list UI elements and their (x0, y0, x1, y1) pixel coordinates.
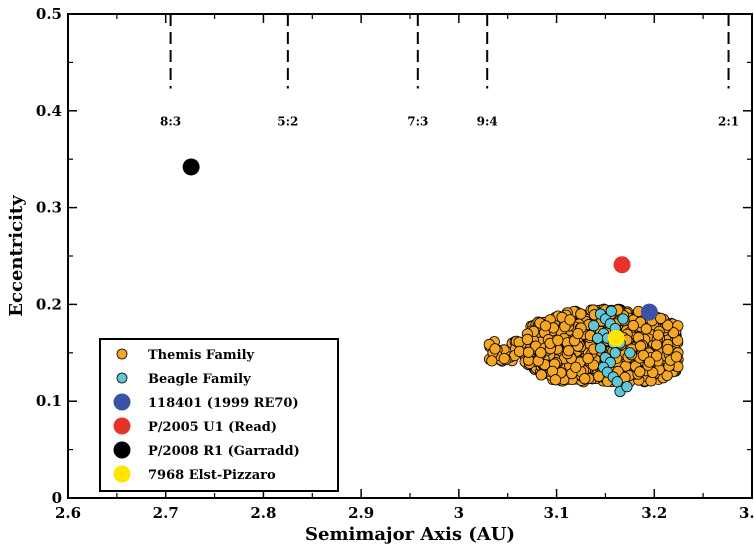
themis-family-point (582, 352, 594, 365)
point-p2008-r1 (182, 158, 200, 176)
themis-family-point (552, 334, 564, 346)
x-tick-label: 3.3 (739, 504, 754, 522)
themis-family-point (650, 350, 663, 362)
beagle-family-point (609, 347, 621, 359)
point-7968-elst-pizzaro (607, 329, 625, 347)
x-tick-label: 3.1 (544, 504, 570, 522)
x-tick-label: 2.8 (250, 504, 276, 522)
themis-family-point (640, 323, 652, 335)
resonance-label: 9:4 (477, 114, 498, 128)
beagle-family-point (617, 313, 629, 325)
legend-label: P/2005 U1 (Read) (148, 420, 277, 435)
legend-label: Themis Family (148, 348, 255, 363)
resonance-label: 2:1 (718, 114, 739, 128)
legend-label: Beagle Family (148, 372, 251, 387)
y-tick-label: 0.4 (36, 102, 62, 120)
legend-marker (113, 465, 131, 483)
beagle-family-point (588, 320, 600, 332)
y-tick-label: 0.5 (36, 5, 62, 23)
x-tick-label: 3.2 (641, 504, 667, 522)
x-tick-label: 2.6 (55, 504, 81, 522)
themis-family-point (521, 333, 534, 345)
beagle-family-point (605, 305, 617, 317)
y-tick-label: 0.3 (36, 199, 62, 217)
legend-marker (116, 348, 128, 360)
themis-family-point (627, 319, 639, 332)
themis-family-point (652, 329, 664, 341)
y-tick-label: 0.1 (36, 392, 62, 410)
x-tick-label: 2.9 (348, 504, 374, 522)
legend-label: 7968 Elst-Pizzaro (148, 468, 276, 483)
themis-family-point (655, 312, 667, 324)
axis-ticks: 2.6 2.7 2.8 2.9 3 3.1 3.2 3.3 0 0.1 0.2 0.3 0.4 0.5 (36, 5, 754, 522)
themis-family-point (535, 369, 547, 381)
themis-family-point (535, 346, 547, 359)
point-p2005-u1 (613, 256, 631, 274)
point-118401 (640, 303, 658, 321)
themis-family-point (667, 327, 680, 339)
themis-family-point (634, 366, 646, 378)
themis-family-point (579, 373, 591, 385)
themis-family-point (539, 320, 552, 332)
beagle-family-point (624, 347, 636, 359)
themis-family-point (670, 351, 683, 363)
themis-family-point (522, 346, 535, 358)
themis-family-point (634, 340, 647, 352)
themis-family-point (549, 374, 562, 386)
resonance-lines: 8:3 5:2 7:3 9:4 2:1 (160, 14, 739, 128)
legend-marker (113, 393, 131, 411)
x-axis-title: Semimajor Axis (AU) (305, 524, 515, 545)
beagle-family-point (592, 332, 604, 344)
themis-family-point (572, 327, 584, 340)
y-tick-label: 0.2 (36, 295, 62, 313)
legend-marker (116, 372, 128, 384)
legend-label: 118401 (1999 RE70) (148, 396, 299, 411)
themis-family-point (662, 319, 674, 331)
themis-family-point (489, 343, 501, 355)
data-points (182, 158, 684, 398)
themis-family-point (643, 356, 656, 368)
beagle-family-point (611, 376, 623, 388)
resonance-label: 8:3 (160, 114, 181, 128)
resonance-label: 7:3 (407, 114, 428, 128)
y-axis-title: Eccentricity (6, 195, 27, 317)
themis-family-point (564, 314, 576, 326)
themis-family-point (651, 339, 663, 351)
legend: Themis Family Beagle Family 118401 (1999 R… (99, 338, 339, 492)
legend-marker (113, 441, 131, 459)
beagle-family-point (621, 381, 633, 393)
themis-family-point (563, 345, 575, 357)
beagle-family-point (594, 342, 607, 354)
themis-family-point (498, 352, 510, 365)
themis-family-point (662, 343, 674, 356)
legend-box (99, 338, 339, 492)
themis-family-point (486, 355, 498, 367)
themis-family-point (570, 361, 582, 373)
legend-label: P/2008 R1 (Garradd) (148, 444, 300, 459)
resonance-label: 5:2 (277, 114, 298, 128)
x-tick-label: 3 (454, 504, 464, 522)
themis-family-point (575, 308, 587, 320)
legend-marker (113, 417, 131, 435)
y-tick-label: 0 (52, 489, 62, 507)
x-tick-label: 2.7 (153, 504, 179, 522)
